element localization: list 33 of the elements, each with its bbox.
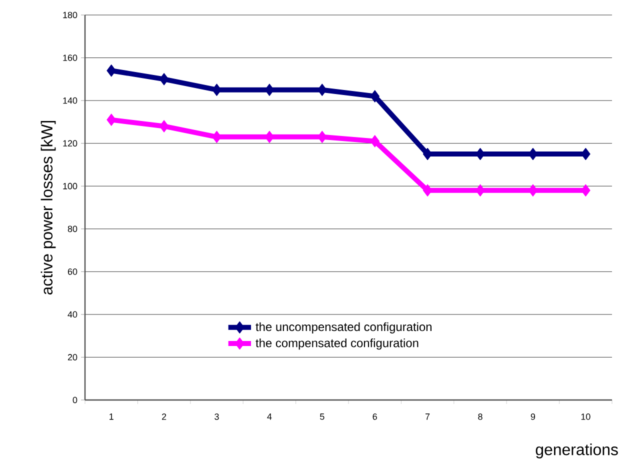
point — [476, 184, 485, 197]
x-tick-label: 5 — [320, 414, 324, 420]
x-tick-label: 2 — [162, 414, 166, 420]
point — [212, 84, 222, 96]
x-tick-label: 1 — [110, 414, 114, 420]
y-tick-label: 140 — [63, 97, 78, 104]
x-tick-label: 6 — [372, 414, 377, 420]
point — [212, 130, 222, 144]
y-tick-label: 40 — [68, 311, 78, 318]
x-tick-label: 4 — [267, 414, 272, 420]
x-tick-label: 9 — [530, 414, 536, 420]
point — [159, 120, 169, 132]
point — [159, 72, 169, 86]
x-tick-label: 7 — [426, 414, 430, 420]
y-tick-label: 60 — [68, 268, 78, 275]
y-tick-label: 180 — [63, 12, 78, 18]
legend-label: the uncompensated configuration — [256, 322, 432, 334]
point — [370, 134, 380, 148]
legend-label: the compensated configuration — [256, 338, 418, 350]
point — [106, 64, 116, 77]
x-tick-label: 8 — [478, 414, 482, 420]
point — [370, 90, 380, 103]
y-tick-label: 120 — [63, 140, 78, 147]
y-axis-title: active power losses [kW] — [40, 120, 56, 295]
y-tick-label: 0 — [72, 396, 78, 404]
x-axis-title: generations — [536, 444, 618, 458]
point — [106, 114, 116, 126]
y-tick-label: 160 — [63, 54, 78, 61]
y-tick-label: 20 — [68, 354, 78, 360]
x-tick-label: 3 — [214, 414, 219, 420]
y-tick-label: 100 — [63, 182, 78, 190]
y-tick-label: 80 — [68, 226, 78, 232]
x-tick-label: 10 — [581, 414, 590, 420]
